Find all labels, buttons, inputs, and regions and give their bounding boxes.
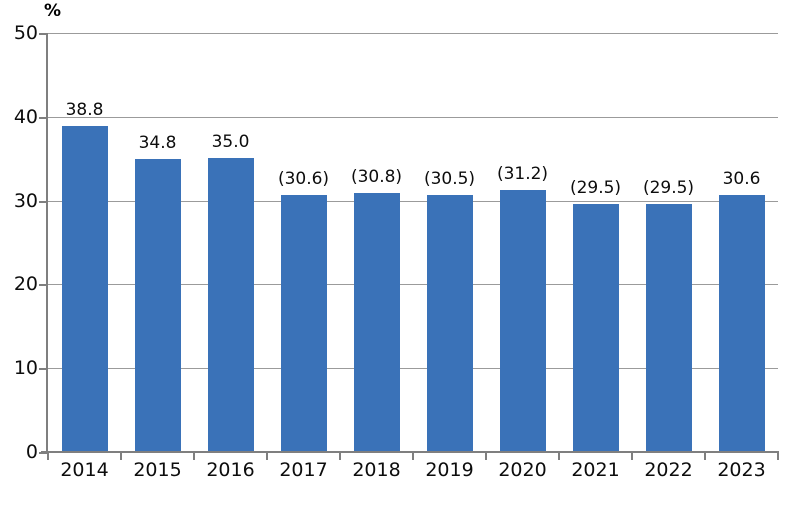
x-axis-tick [193, 453, 195, 460]
bar-value-label: (30.5) [423, 169, 476, 190]
x-axis-category-label: 2018 [352, 459, 401, 481]
x-axis-category-label: 2016 [206, 459, 255, 481]
bar [280, 194, 327, 451]
x-axis-tick [120, 453, 122, 460]
bar [718, 194, 765, 451]
bar-value-label: (30.8) [350, 166, 403, 187]
gridline [48, 368, 778, 370]
y-axis-tick-label: 30 [13, 189, 38, 212]
y-axis-tick-label: 20 [13, 273, 38, 296]
x-axis-tick [777, 453, 779, 460]
bar [426, 195, 473, 451]
y-axis-tick [39, 368, 47, 371]
bar [134, 159, 181, 451]
bar-value-label: 30.6 [722, 168, 761, 189]
bar [645, 203, 692, 451]
gridline [48, 116, 778, 118]
x-axis-tick [704, 453, 706, 460]
bar [499, 189, 546, 451]
bar-value-label: 34.8 [138, 133, 177, 154]
y-axis-tick-label: 10 [13, 357, 38, 380]
x-axis-category-label: 2019 [425, 459, 474, 481]
x-axis-tick [558, 453, 560, 460]
x-axis-category-label: 2023 [717, 459, 766, 481]
y-axis-unit-label: % [44, 1, 62, 21]
y-axis-tick [39, 200, 47, 203]
bar [353, 192, 400, 451]
x-axis-category-label: 2017 [279, 459, 328, 481]
x-axis-tick [631, 453, 633, 460]
y-axis-tick [39, 116, 47, 119]
x-axis-category-label: 2020 [498, 459, 547, 481]
y-axis-tick [39, 452, 47, 454]
bar [572, 203, 619, 451]
x-axis-tick [47, 453, 49, 460]
bar-value-label: (29.5) [569, 177, 622, 198]
gridline [48, 284, 778, 286]
y-axis-tick-label: 0 [25, 441, 38, 463]
y-axis-tick-label: 40 [13, 105, 38, 128]
bar [61, 125, 108, 451]
bar-value-label: (31.2) [496, 163, 549, 184]
bar-value-label: (29.5) [642, 177, 695, 198]
gridline [48, 33, 778, 34]
x-axis-line [41, 451, 779, 453]
bar-value-label: 38.8 [65, 99, 104, 120]
x-axis-category-label: 2015 [133, 459, 182, 481]
x-axis-category-label: 2022 [644, 459, 693, 481]
plot-area: 38.8 34.8 35.0 (30.6) (30.8) (30.5) (31.2) (29.… [48, 33, 778, 452]
y-axis-tick [39, 284, 47, 287]
x-axis-tick [339, 453, 341, 460]
x-axis-tick [485, 453, 487, 460]
y-axis-line [46, 33, 48, 452]
x-axis-category-label: 2021 [571, 459, 620, 481]
bar [207, 157, 254, 451]
x-axis-tick [412, 453, 414, 460]
y-axis-tick-label: 50 [13, 22, 38, 44]
bar-value-label: 35.0 [211, 131, 250, 152]
x-axis-tick [266, 453, 268, 460]
x-axis-category-label: 2014 [60, 459, 109, 481]
gridline [48, 200, 778, 202]
y-axis-tick [39, 33, 47, 35]
bar-value-label: (30.6) [277, 168, 330, 189]
